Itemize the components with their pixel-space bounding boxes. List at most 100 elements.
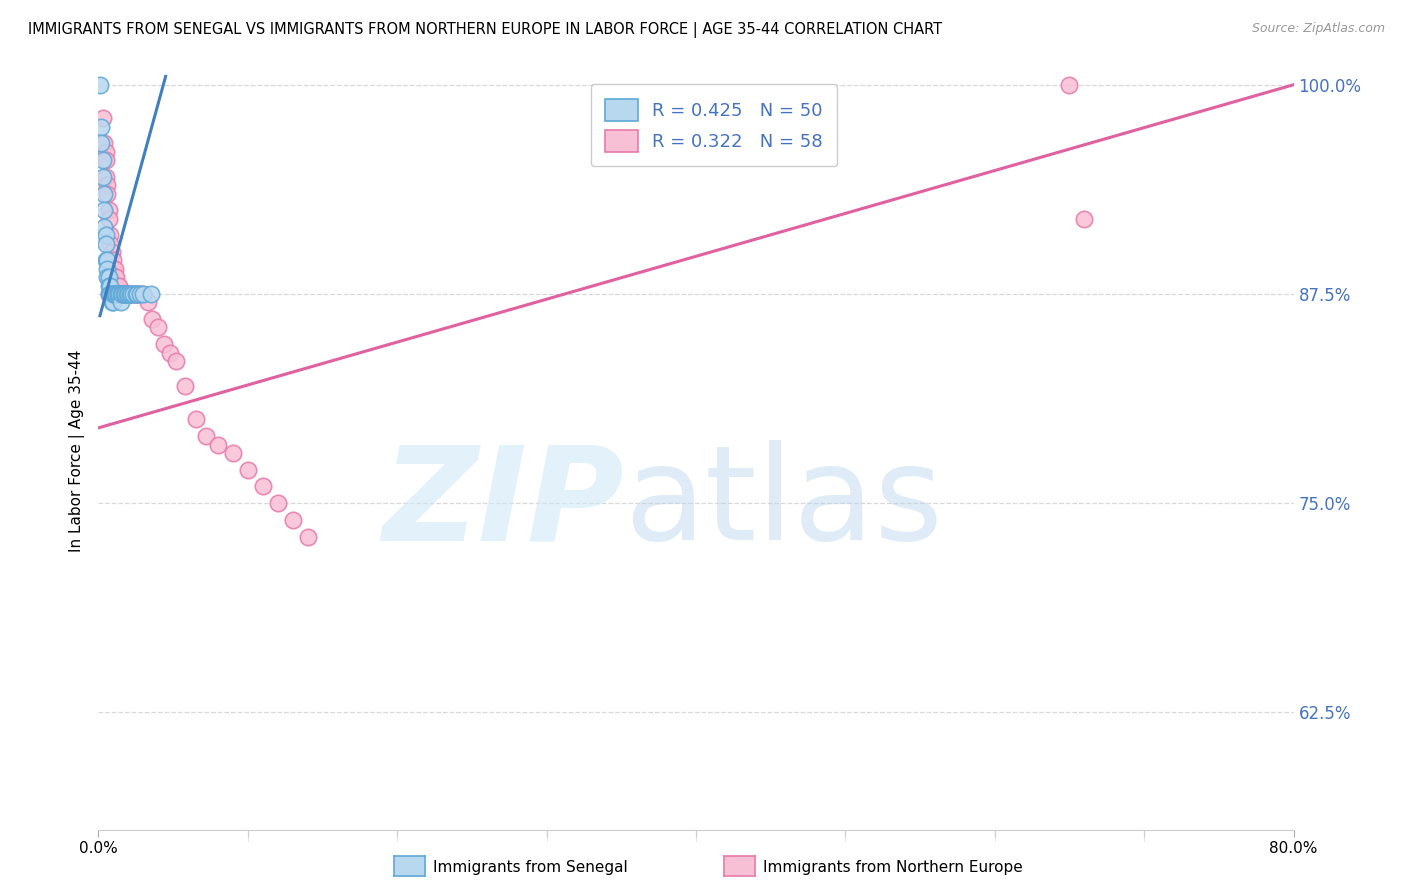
Point (1073, 211, 1095, 226)
Point (112, 287, 135, 301)
Point (107, 287, 129, 301)
Point (103, 287, 125, 301)
Point (98, 287, 122, 301)
Point (120, 287, 142, 301)
Point (107, 287, 129, 301)
Point (101, 295, 124, 310)
Point (103, 295, 125, 310)
Point (159, 345, 181, 359)
Point (207, 437, 229, 451)
Point (94, 153, 117, 167)
Point (110, 287, 132, 301)
Point (125, 287, 148, 301)
Point (93, 186, 115, 201)
Point (91, 112, 114, 126)
Point (94, 169, 117, 184)
Point (174, 379, 197, 393)
Point (117, 287, 139, 301)
Point (96, 270, 118, 285)
Point (104, 270, 127, 285)
Point (96, 261, 118, 276)
Point (114, 287, 136, 301)
Point (281, 513, 304, 527)
Point (148, 320, 170, 334)
Point (121, 287, 143, 301)
Point (105, 278, 128, 293)
Text: Source: ZipAtlas.com: Source: ZipAtlas.com (1251, 22, 1385, 36)
Y-axis label: In Labor Force | Age 35-44: In Labor Force | Age 35-44 (69, 350, 86, 551)
Point (110, 287, 132, 301)
Point (252, 479, 274, 493)
Point (104, 261, 127, 276)
Point (112, 287, 135, 301)
Point (141, 312, 163, 326)
Point (97, 278, 120, 293)
Point (129, 287, 152, 301)
Point (153, 337, 176, 351)
Point (107, 278, 129, 293)
Point (110, 295, 132, 310)
Point (91, 169, 114, 184)
Point (101, 287, 124, 301)
Point (127, 287, 149, 301)
Point (222, 446, 245, 460)
Point (195, 429, 218, 443)
Point (111, 287, 134, 301)
Point (97, 203, 120, 218)
Point (125, 287, 148, 301)
Point (94, 236, 117, 251)
Point (89, 78, 111, 92)
Point (114, 287, 136, 301)
Point (90, 136, 112, 151)
Point (115, 287, 138, 301)
Point (98, 287, 122, 301)
Text: atlas: atlas (624, 440, 943, 567)
Point (132, 287, 155, 301)
Point (129, 287, 152, 301)
Point (103, 287, 125, 301)
Point (111, 287, 134, 301)
Text: Immigrants from Northern Europe: Immigrants from Northern Europe (763, 860, 1024, 874)
Point (104, 287, 127, 301)
Point (118, 287, 141, 301)
Point (107, 287, 129, 301)
Point (136, 295, 159, 310)
Point (98, 228, 122, 243)
Point (96, 186, 118, 201)
Point (114, 287, 136, 301)
Point (97, 287, 120, 301)
Point (132, 287, 155, 301)
Point (104, 287, 127, 301)
Point (114, 287, 136, 301)
Point (94, 253, 117, 268)
Point (120, 287, 142, 301)
Point (97, 211, 120, 226)
Point (91, 153, 114, 167)
Point (96, 253, 118, 268)
Point (105, 287, 128, 301)
Point (97, 287, 120, 301)
Point (97, 270, 120, 285)
Point (103, 261, 125, 276)
Legend: R = 0.425   N = 50, R = 0.322   N = 58: R = 0.425 N = 50, R = 0.322 N = 58 (591, 84, 837, 166)
Point (108, 287, 131, 301)
Point (118, 287, 141, 301)
Point (105, 270, 128, 285)
Point (105, 287, 128, 301)
Text: ZIP: ZIP (382, 440, 624, 567)
Point (297, 530, 319, 544)
Point (101, 287, 124, 301)
Point (108, 287, 131, 301)
Point (98, 278, 122, 293)
Point (124, 287, 146, 301)
Text: IMMIGRANTS FROM SENEGAL VS IMMIGRANTS FROM NORTHERN EUROPE IN LABOR FORCE | AGE : IMMIGRANTS FROM SENEGAL VS IMMIGRANTS FR… (28, 22, 942, 38)
Point (93, 203, 115, 218)
Point (98, 287, 122, 301)
Point (110, 287, 132, 301)
Point (111, 287, 134, 301)
Point (94, 228, 117, 243)
Point (165, 354, 187, 368)
Point (93, 220, 115, 235)
Point (104, 287, 127, 301)
Point (1059, 78, 1081, 92)
